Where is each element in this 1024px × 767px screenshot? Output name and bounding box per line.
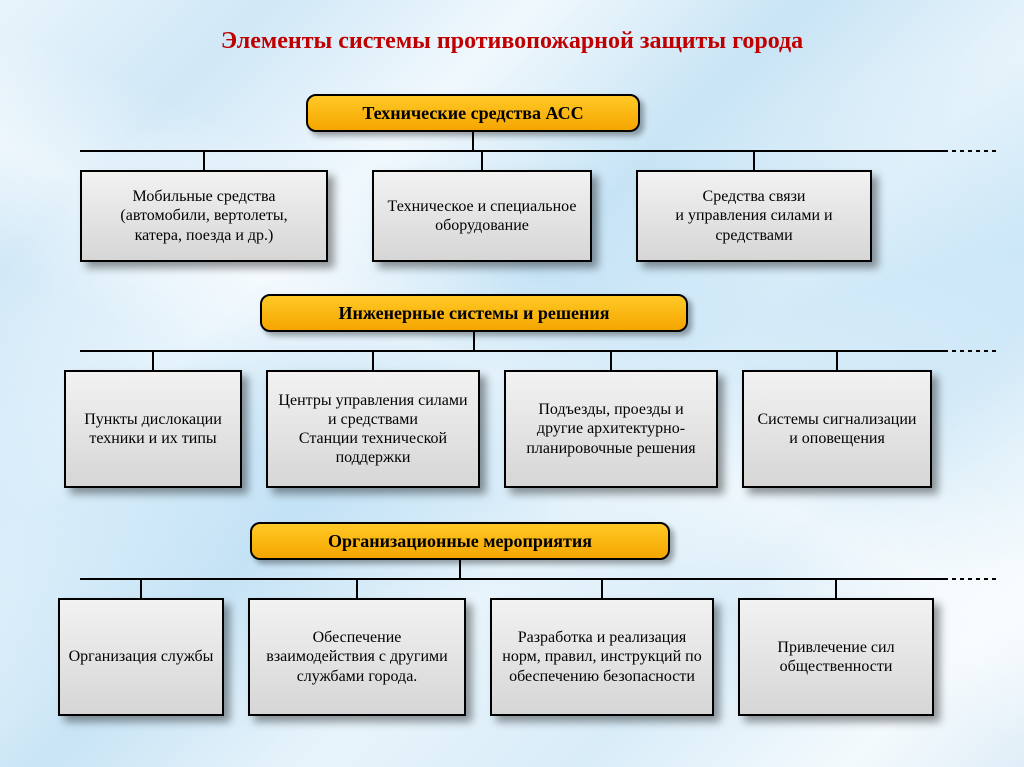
child-box-0-2: Средства связи и управления силами и сре… — [636, 170, 872, 262]
child-box-0-0: Мобильные средства (автомобили, вертолет… — [80, 170, 328, 262]
child-box-2-1: Обеспечение взаимодействия с другими слу… — [248, 598, 466, 716]
child-box-label: Техническое и специальное оборудование — [382, 197, 582, 235]
child-box-label: Мобильные средства (автомобили, вертолет… — [90, 187, 318, 245]
child-box-label: Обеспечение взаимодействия с другими слу… — [258, 628, 456, 686]
child-box-1-3: Системы сигнализации и оповещения — [742, 370, 932, 488]
child-box-label: Разработка и реализация норм, правил, ин… — [500, 628, 704, 686]
section-header-0: Технические средства АСС — [306, 94, 640, 132]
section-header-1: Инженерные системы и решения — [260, 294, 688, 332]
child-box-1-0: Пункты дислокации техники и их типы — [64, 370, 242, 488]
child-box-2-3: Привлечение сил общественности — [738, 598, 934, 716]
child-box-label: Пункты дислокации техники и их типы — [74, 410, 232, 448]
child-box-1-2: Подъезды, проезды и другие архитектурно-… — [504, 370, 718, 488]
section-header-label: Инженерные системы и решения — [339, 303, 610, 324]
child-box-label: Организация службы — [69, 647, 214, 666]
child-box-2-0: Организация службы — [58, 598, 224, 716]
child-box-label: Центры управления силами и средствами Ст… — [276, 391, 470, 468]
section-header-label: Организационные мероприятия — [328, 531, 592, 552]
section-header-2: Организационные мероприятия — [250, 522, 670, 560]
child-box-1-1: Центры управления силами и средствами Ст… — [266, 370, 480, 488]
child-box-label: Средства связи и управления силами и сре… — [646, 187, 862, 245]
child-box-label: Системы сигнализации и оповещения — [752, 410, 922, 448]
child-box-0-1: Техническое и специальное оборудование — [372, 170, 592, 262]
section-header-label: Технические средства АСС — [362, 103, 583, 124]
page-title: Элементы системы противопожарной защиты … — [0, 28, 1024, 55]
child-box-label: Привлечение сил общественности — [748, 638, 924, 676]
child-box-2-2: Разработка и реализация норм, правил, ин… — [490, 598, 714, 716]
child-box-label: Подъезды, проезды и другие архитектурно-… — [514, 400, 708, 458]
